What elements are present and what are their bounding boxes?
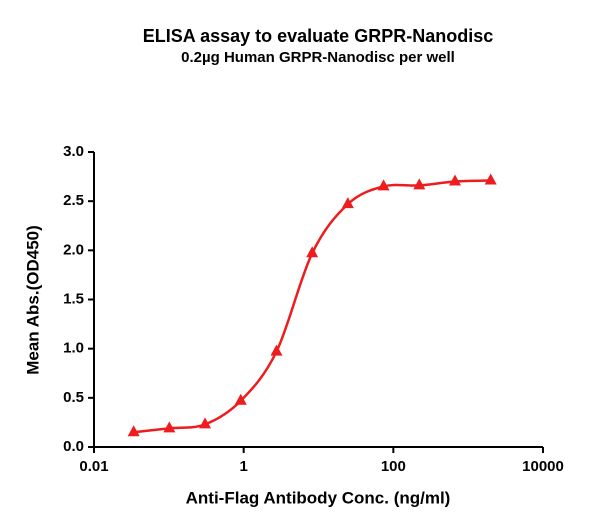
y-axis-title: Mean Abs.(OD450) [23,225,42,375]
data-point [163,421,176,433]
x-tick-label: 0.01 [79,458,108,475]
chart-title: ELISA assay to evaluate GRPR-Nanodisc [143,26,493,46]
data-point [234,393,247,405]
y-tick-label: 2.0 [63,241,84,258]
data-point [306,246,319,258]
x-tick-label: 10000 [522,458,564,475]
data-point [270,344,283,356]
data-point [341,197,354,209]
x-tick-label: 100 [381,458,406,475]
data-point [448,174,461,186]
data-point [377,179,390,191]
data-point [484,173,497,185]
y-tick-label: 1.0 [63,340,84,357]
x-tick-label: 1 [239,458,247,475]
y-tick-label: 3.0 [63,143,84,160]
data-point [413,178,426,190]
x-axis-title: Anti-Flag Antibody Conc. (ng/ml) [186,488,451,507]
y-tick-label: 0.0 [63,438,84,455]
fit-curve [133,179,491,434]
data-point [127,425,140,437]
y-tick-label: 0.5 [63,389,84,406]
y-tick-label: 2.5 [63,192,84,209]
chart-subtitle: 0.2µg Human GRPR-Nanodisc per well [181,49,455,66]
y-tick-label: 1.5 [63,290,84,307]
data-point [199,417,212,429]
